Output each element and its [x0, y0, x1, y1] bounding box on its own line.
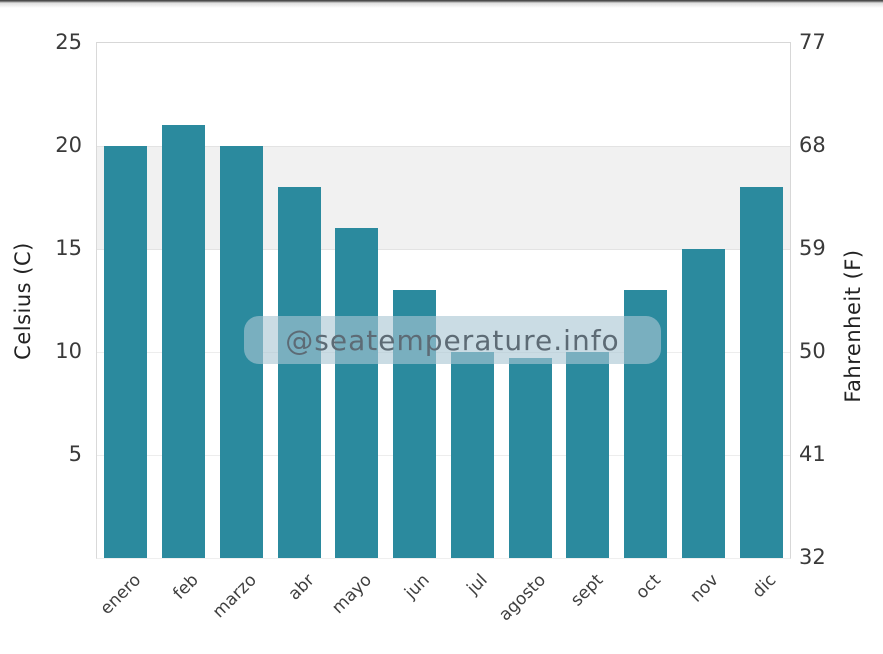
month-label-jul: jul [463, 570, 492, 599]
bar-agosto [508, 358, 552, 558]
fahrenheit-tick-50: 50 [799, 339, 826, 363]
month-label-mayo: mayo [328, 570, 377, 618]
month-label-sept: sept [567, 570, 608, 611]
fahrenheit-tick-68: 68 [799, 133, 826, 157]
month-label-dic: dic [748, 570, 781, 603]
bar-sept [566, 352, 610, 558]
bar-feb [162, 125, 206, 558]
month-label-marzo: marzo [208, 570, 261, 623]
celsius-tick-15: 15 [55, 236, 82, 260]
celsius-tick-5: 5 [68, 442, 82, 466]
month-label-feb: feb [169, 570, 204, 604]
watermark-text: @seatemperature.info [285, 323, 620, 357]
fahrenheit-tick-41: 41 [799, 442, 826, 466]
celsius-tick-20: 20 [55, 133, 82, 157]
fahrenheit-tick-32: 32 [799, 545, 826, 569]
month-label-jun: jun [401, 570, 435, 604]
bar-mayo [335, 228, 379, 558]
fahrenheit-axis-title: Fahrenheit (F) [841, 249, 865, 403]
gridline-15c [97, 249, 790, 250]
month-label-agosto: agosto [494, 570, 550, 626]
gridline-5c [97, 455, 790, 456]
month-label-oct: oct [632, 570, 666, 604]
watermark-badge: @seatemperature.info [244, 316, 661, 364]
month-label-nov: nov [686, 570, 723, 607]
gridline-20c [97, 146, 790, 147]
bar-enero [104, 146, 148, 558]
celsius-tick-25: 25 [55, 30, 82, 54]
bar-abr [277, 187, 321, 558]
bar-nov [681, 249, 725, 558]
month-label-enero: enero [96, 570, 146, 619]
fahrenheit-tick-59: 59 [799, 236, 826, 260]
celsius-tick-10: 10 [55, 339, 82, 363]
top-edge-shade [0, 0, 883, 8]
bar-dic [739, 187, 783, 558]
month-label-abr: abr [284, 570, 319, 605]
fahrenheit-tick-77: 77 [799, 30, 826, 54]
plot-area [96, 42, 791, 559]
highlight-band [97, 146, 790, 249]
bar-jul [450, 352, 494, 558]
